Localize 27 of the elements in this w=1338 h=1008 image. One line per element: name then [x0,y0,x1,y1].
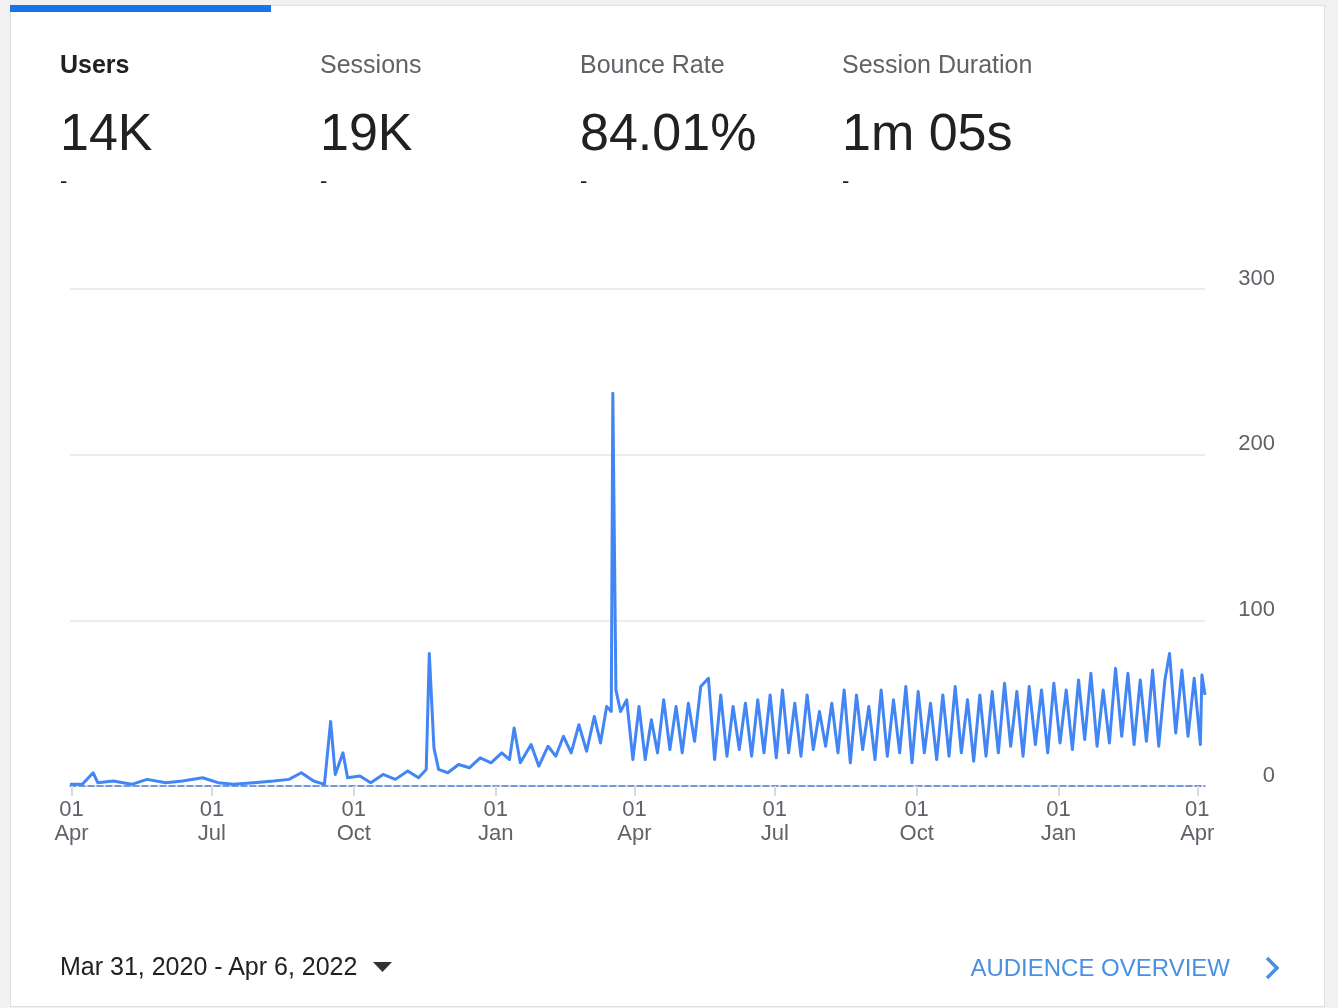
text: Mar 31, 2020 - Apr 6, 2022 [60,952,358,981]
x-tick-label: 01 Apr [1180,795,1215,845]
x-tick-label: 01 Oct [336,795,371,845]
text: Session Duration [842,50,1033,79]
x-tick-label: 01 Jan [1040,795,1077,845]
x-tick-label: 01 Jan [477,795,514,845]
y-tick-label: 100 [1238,595,1275,621]
text: AUDIENCE OVERVIEW [970,954,1230,982]
text: Bounce Rate [580,50,725,79]
text: - [320,168,328,194]
y-tick-label: 300 [1238,264,1275,290]
text: - [580,168,588,194]
x-tick-label: 01 Jul [760,795,789,845]
text: Sessions [320,50,422,79]
text: 19K [320,102,413,162]
text: 1m 05s [842,102,1013,162]
x-tick-label: 01 Apr [54,795,89,845]
x-tick-label: 01 Apr [617,795,652,845]
text: - [842,168,850,194]
text: 84.01% [580,102,757,162]
y-tick-label: 0 [1262,761,1275,787]
x-tick-label: 01 Jul [197,795,226,845]
x-tick-label: 01 Oct [899,795,934,845]
text: 14K [60,102,153,162]
y-tick-label: 200 [1238,430,1275,456]
text: - [60,168,68,194]
text: Users [60,50,130,79]
